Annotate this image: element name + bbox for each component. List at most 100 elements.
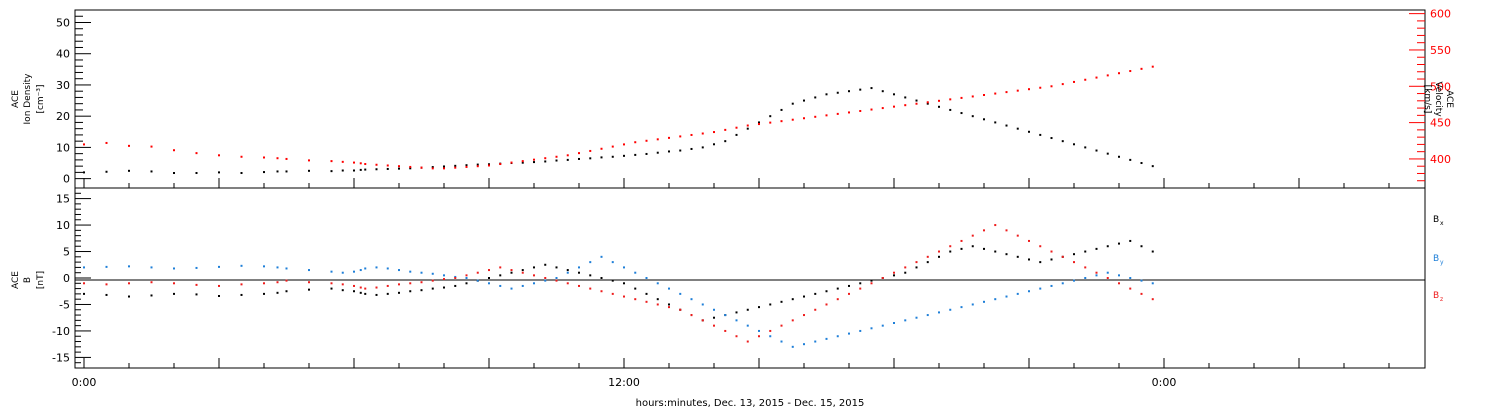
by-point (173, 267, 175, 270)
by-point (803, 343, 805, 346)
density-point (611, 155, 614, 158)
bx-point (791, 298, 794, 301)
bx-point (1118, 242, 1120, 245)
bx-point (960, 247, 963, 250)
bx-point (488, 277, 490, 279)
density-point (359, 168, 362, 171)
bz-point (1016, 234, 1019, 237)
velocity-point (668, 136, 670, 139)
velocity-point (533, 158, 535, 161)
bx-point (825, 290, 828, 293)
bz-point (544, 277, 547, 279)
bx-point (499, 274, 502, 277)
bx-point (454, 284, 457, 287)
velocity-tick-label: 500 (1430, 80, 1451, 93)
bz-point (375, 286, 378, 289)
density-point (173, 172, 175, 175)
density-point (555, 159, 558, 162)
bx-point (364, 292, 367, 295)
density-point (803, 99, 805, 102)
density-point (926, 102, 929, 105)
legend-bz: B z (1433, 291, 1443, 303)
bz-point (83, 282, 85, 285)
density-point (375, 168, 378, 171)
velocity-point (1095, 76, 1098, 79)
velocity-point (330, 160, 333, 163)
bx-point (510, 271, 513, 274)
by-point (578, 266, 580, 269)
velocity-point (825, 114, 828, 117)
bz-point (758, 335, 760, 338)
velocity-point (353, 161, 355, 164)
velocity-tick-label: 400 (1430, 153, 1451, 166)
bz-point (150, 281, 153, 284)
bx-point (645, 292, 648, 295)
density-point (870, 87, 873, 90)
velocity-point (701, 132, 704, 135)
density-point (488, 163, 490, 166)
velocity-point (881, 107, 884, 110)
bz-point (578, 284, 580, 287)
density-point (758, 121, 760, 124)
velocity-point (555, 155, 558, 158)
bx-point (938, 255, 940, 258)
density-point (83, 171, 85, 174)
bz-point (263, 282, 265, 285)
bz-point (488, 269, 490, 272)
density-point (859, 88, 862, 91)
velocity-point (578, 152, 580, 155)
bz-point (881, 277, 884, 279)
bz-point (240, 283, 243, 286)
velocity-point (386, 164, 389, 167)
legend-bx: B x (1433, 215, 1444, 227)
density-tick-label: 50 (56, 16, 70, 29)
bz-point (1061, 255, 1064, 258)
velocity-point (780, 120, 783, 123)
velocity-point (915, 102, 918, 105)
bx-point (386, 292, 389, 295)
velocity-point (926, 101, 929, 104)
by-point (769, 335, 772, 338)
bx-point (1151, 250, 1154, 253)
density-point (128, 169, 130, 172)
bz-point (1106, 277, 1109, 279)
bx-point (533, 266, 535, 269)
bx-point (1095, 247, 1098, 250)
b-tick-label: 15 (56, 193, 70, 206)
b-tick-label: -5 (59, 298, 70, 311)
velocity-point (375, 163, 378, 166)
velocity-point (1050, 85, 1053, 88)
legend-by: B y (1433, 254, 1444, 266)
bx-point (263, 292, 265, 295)
bx-point (915, 266, 918, 269)
bx-point (735, 311, 738, 314)
density-point (1039, 133, 1042, 136)
density-point (1005, 124, 1008, 127)
bz-point (859, 287, 862, 290)
velocity-point (960, 96, 963, 99)
by-point (420, 271, 423, 274)
density-point (848, 90, 850, 93)
density-point (881, 90, 884, 93)
bx-point (634, 287, 637, 290)
bx-point (1005, 253, 1008, 256)
velocity-tick-label: 450 (1430, 117, 1451, 130)
bx-point (555, 266, 558, 269)
by-point (825, 337, 828, 340)
density-point (1084, 146, 1087, 149)
top-right-axis: 400 450 500 550 600 (1409, 8, 1451, 182)
density-point (105, 170, 108, 173)
bz-point (443, 278, 445, 281)
bz-point (1039, 245, 1042, 248)
velocity-point (499, 163, 502, 166)
bz-point (735, 335, 738, 338)
bz-point (476, 271, 479, 274)
bz-point (769, 329, 772, 332)
legend-by-label: B (1433, 254, 1439, 264)
bx-point (276, 291, 279, 294)
velocity-point (544, 157, 547, 160)
velocity-point (870, 108, 873, 111)
bx-point (353, 290, 355, 293)
density-point (746, 127, 749, 130)
bz-point (308, 281, 310, 284)
